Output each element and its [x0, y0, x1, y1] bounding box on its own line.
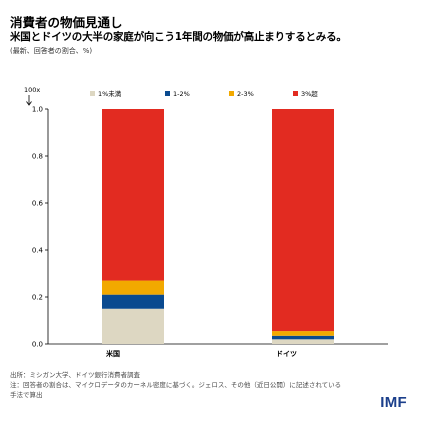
footnote-line: 注：回答者の割合は、マイクロデータのカーネル密度に基づく。ジェロス、その他（近日… [10, 381, 342, 389]
bar-segment [102, 308, 164, 344]
x-tick-label: ドイツ [276, 350, 297, 358]
legend-swatch [229, 91, 234, 96]
legend-swatch [90, 91, 95, 96]
y-tick-label: 0.8 [32, 153, 43, 161]
y-unit-arrow-head [26, 101, 32, 106]
chart-title: 消費者の物価見通し [10, 15, 123, 30]
legend-swatch [165, 91, 170, 96]
bar-segment [272, 339, 334, 344]
y-tick-label: 0.4 [32, 247, 44, 255]
chart-note: (最新、回答者の割合、%) [10, 47, 93, 55]
legend-label: 1-2% [173, 90, 190, 98]
y-unit-label: 100x [24, 86, 40, 94]
bar-segment [272, 109, 334, 332]
bar-segment [272, 331, 334, 336]
y-tick-label: 0.0 [32, 341, 43, 349]
imf-logo: IMF [380, 394, 407, 411]
legend-label: 1%未満 [98, 89, 122, 98]
y-tick-label: 0.6 [32, 200, 44, 208]
bar-segment [102, 280, 164, 295]
legend-label: 3%超 [301, 89, 318, 98]
bar-segment [102, 109, 164, 281]
bar-segment [102, 294, 164, 309]
legend-swatch [293, 91, 298, 96]
y-tick-label: 0.2 [32, 294, 43, 302]
legend-label: 2-3% [237, 90, 254, 98]
source-line: 出所：ミシガン大学、ドイツ銀行消費者調査 [10, 371, 140, 379]
footnote-line-cont: 手法で算出 [10, 391, 43, 399]
y-tick-label: 1.0 [32, 106, 43, 114]
chart-subtitle: 米国とドイツの大半の家庭が向こう1年間の物価が高止まりするとみる。 [10, 31, 347, 43]
x-tick-label: 米国 [105, 349, 120, 358]
bar-segment [272, 335, 334, 340]
